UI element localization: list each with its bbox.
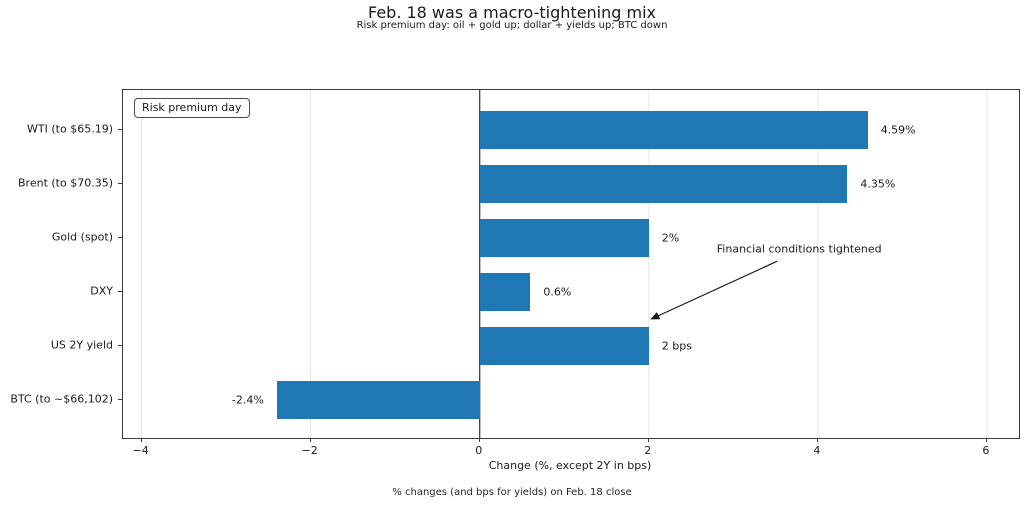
grid-and-arrow-layer — [141, 90, 988, 438]
y-tick-mark — [118, 291, 122, 292]
y-axis-label: Brent (to $70.35) — [18, 176, 113, 190]
bar-value-label: 2 bps — [661, 339, 692, 353]
y-tick-mark — [118, 399, 122, 400]
annotation-arrow — [650, 260, 778, 320]
bar — [479, 165, 848, 203]
y-axis-label: DXY — [90, 284, 113, 298]
footnote: % changes (and bps for yields) on Feb. 1… — [392, 487, 632, 498]
x-tick-label: 4 — [813, 444, 821, 457]
y-tick-mark — [118, 345, 122, 346]
bar — [276, 381, 480, 419]
bar-value-label: -2.4% — [231, 393, 264, 407]
x-tick-label: −4 — [132, 444, 149, 457]
x-tick-label: 6 — [982, 444, 990, 457]
y-axis-label: US 2Y yield — [50, 338, 113, 352]
legend-label: Risk premium day — [142, 101, 242, 114]
x-tick-label: 2 — [644, 444, 652, 457]
y-tick-mark — [118, 183, 122, 184]
y-tick-mark — [118, 237, 122, 238]
bar-value-label: 4.35% — [860, 177, 896, 191]
legend-box: Risk premium day — [134, 98, 250, 118]
plot-area: 4.59% 4.35% 2% 0.6% 2 bps -2.4% Risk premium … — [122, 89, 1020, 439]
bar-value-label: 0.6% — [543, 285, 572, 299]
annotation-text: Financial conditions tightened — [716, 242, 882, 256]
bar — [479, 111, 868, 149]
x-tick-label: 0 — [475, 444, 483, 457]
x-axis-label: Change (%, except 2Y in bps) — [488, 459, 652, 472]
x-tick-label: −2 — [301, 444, 318, 457]
bar-value-label: 2% — [661, 231, 680, 245]
bar-value-label: 4.59% — [880, 123, 916, 137]
y-axis-label: BTC (to ~$66,102) — [10, 392, 113, 406]
chart-subtitle: Risk premium day: oil + gold up; dollar … — [356, 20, 668, 31]
y-axis-label: WTI (to $65.19) — [27, 122, 113, 136]
x-tick-mark — [816, 438, 818, 442]
y-tick-mark — [118, 129, 122, 130]
bar — [479, 273, 531, 311]
bar — [479, 327, 649, 365]
x-tick-mark — [985, 438, 987, 442]
chart-title: Feb. 18 was a macro-tightening mix — [367, 3, 657, 22]
x-tick-mark — [140, 438, 142, 442]
bar — [479, 219, 649, 257]
x-tick-mark — [309, 438, 311, 442]
x-tick-mark — [647, 438, 649, 442]
y-axis-label: Gold (spot) — [51, 230, 113, 244]
x-tick-mark — [478, 438, 480, 442]
